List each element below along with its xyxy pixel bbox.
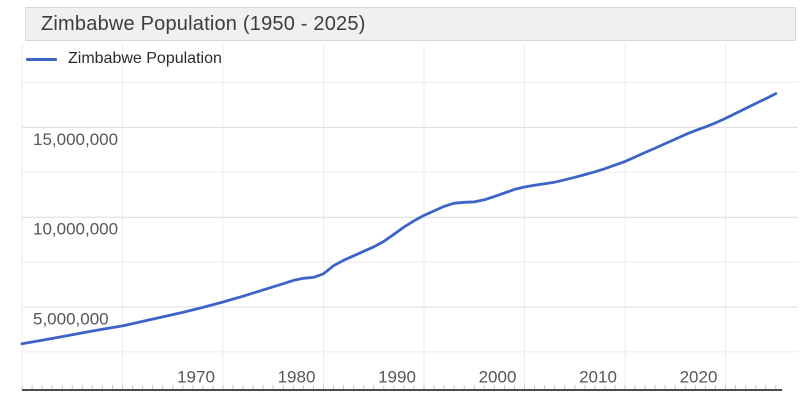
legend-item[interactable]: Zimbabwe Population (26, 50, 222, 68)
chart-title: Zimbabwe Population (1950 - 2025) (41, 12, 366, 35)
population-series-line[interactable] (20, 92, 778, 346)
legend-line-swatch-icon (26, 57, 57, 61)
x-axis-label: 1990 (378, 367, 416, 386)
x-axis-label: 2010 (579, 367, 617, 386)
x-axis-label: 2000 (479, 367, 517, 386)
x-axis-label: 1980 (278, 367, 316, 386)
chart-title-bar: Zimbabwe Population (1950 - 2025) (25, 7, 796, 41)
y-axis-label: 15,000,000 (33, 130, 118, 149)
y-axis-label: 5,000,000 (33, 309, 109, 328)
x-axis-label: 1970 (177, 367, 215, 386)
legend-label: Zimbabwe Population (68, 50, 222, 67)
y-axis-label: 10,000,000 (33, 220, 118, 239)
x-axis-label: 2020 (680, 367, 718, 386)
